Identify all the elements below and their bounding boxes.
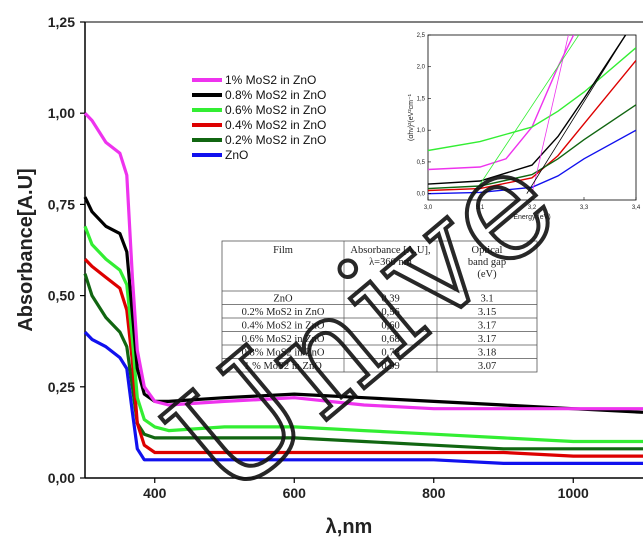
table-cell: 0,68	[381, 334, 399, 345]
y-tick-label: 0,75	[48, 196, 75, 212]
legend-entry: 0.6% MoS2 in ZnO	[225, 103, 326, 117]
y-tick-label: 0,25	[48, 379, 75, 395]
legend-entry: 0.4% MoS2 in ZnO	[225, 118, 326, 132]
series-line	[83, 273, 643, 451]
inset-x-tick-label: 3,4	[632, 205, 641, 211]
table-header-cell: Film	[273, 245, 293, 256]
inset-curve	[428, 129, 636, 195]
series-line	[83, 112, 643, 411]
bandgap-table: Film Absorbance [A.U],λ=360 nm Opticalband…	[221, 240, 538, 373]
table-cell: 0,56	[381, 307, 399, 318]
inset-y-tick-label: 2,5	[417, 33, 426, 39]
axes-labels: λ,nm Absorbance[A.U]	[15, 168, 372, 538]
table-header-cell: band gap	[468, 257, 506, 268]
legend-entry: ZnO	[225, 148, 248, 162]
inset-curves	[428, 35, 636, 200]
inset-y-tick-label: 2,0	[417, 65, 426, 71]
inset-curve	[428, 35, 575, 171]
inset-curve	[428, 104, 636, 190]
legend-entry: 1% MoS2 in ZnO	[225, 73, 316, 87]
table-header-cell: (eV)	[477, 269, 497, 280]
table-cell: 3.07	[478, 361, 496, 372]
inset-frame	[427, 34, 637, 201]
table-header-cell: λ=360 nm	[369, 257, 412, 268]
x-tick-label: 800	[422, 485, 446, 501]
x-tick-label: 600	[283, 485, 307, 501]
inset-curve	[428, 35, 627, 185]
y-axis-title: Absorbance[A.U]	[15, 168, 37, 331]
table-header-cell: Absorbance [A.U],	[350, 245, 430, 256]
table-cell: 1 % MoS2 in ZnO	[244, 361, 322, 372]
main-plot: 0,00 0,25 0,50 0,75 1,00 1,25 400 600 800 1000	[48, 14, 643, 501]
table-cell: 0,99	[381, 361, 399, 372]
inset-fit-line	[531, 35, 569, 194]
table-cell: 0.6% MoS2 in ZnO	[242, 334, 325, 345]
x-tick-label: 400	[143, 485, 167, 501]
inset-x-tick-label: 3,1	[476, 205, 485, 211]
inset-fit-line	[526, 35, 626, 194]
inset-x-tick-label: 3,3	[580, 205, 589, 211]
table-cell: ZnO	[273, 294, 293, 305]
table-header-cell: Optical	[472, 245, 503, 256]
table-cell: 3.17	[478, 334, 496, 345]
table-cell: 0.4% MoS2 in ZnO	[242, 321, 325, 332]
inset-x-title: Energy (eV)	[513, 214, 550, 221]
inset-y-tick-label: 1,5	[417, 96, 426, 102]
table-frame	[221, 240, 538, 373]
y-tick-label: 0,50	[48, 288, 75, 304]
series-line	[83, 257, 643, 458]
table-cell: 3.15	[478, 307, 496, 318]
inset-tauc-plot: 0,0 0,5 1,0 1,5 2,0 2,5 3,0 3,1 3,2 3,3 3,4 Energy …	[408, 33, 641, 221]
table-cell: 3.1	[480, 294, 493, 305]
series-line	[83, 330, 643, 465]
inset-y-tick-label: 0,5	[417, 160, 426, 166]
inset-y-title: (αhν)²(eV²cm⁻¹	[408, 93, 415, 141]
x-axis-title: λ,nm	[326, 516, 373, 538]
legend-entry: 0.8% MoS2 in ZnO	[225, 88, 326, 102]
y-tick-label: 0,00	[48, 470, 75, 486]
inset-y-tick-label: 1,0	[417, 128, 426, 134]
y-tick-label: 1,25	[48, 14, 75, 30]
series-line	[83, 225, 643, 444]
table-cell: 0,76	[381, 348, 399, 359]
table-cell: 0,60	[381, 321, 399, 332]
y-tick-label: 1,00	[48, 105, 75, 121]
inset-x-tick-label: 3,2	[528, 205, 537, 211]
table-cell: 0.2% MoS2 in ZnO	[242, 307, 325, 318]
table-cell: 0.8% MoS2 in ZnO	[242, 348, 325, 359]
table-cell: 0,39	[381, 294, 399, 305]
table-cell: 3.18	[478, 348, 496, 359]
inset-x-tick-label: 3,0	[424, 205, 433, 211]
inset-y-tick-label: 0,0	[417, 192, 426, 198]
legend-entry: 0.2% MoS2 in ZnO	[225, 133, 326, 147]
inset-fit-line	[469, 35, 580, 200]
x-tick-label: 1000	[558, 485, 589, 501]
table-cell: 3.17	[478, 321, 496, 332]
